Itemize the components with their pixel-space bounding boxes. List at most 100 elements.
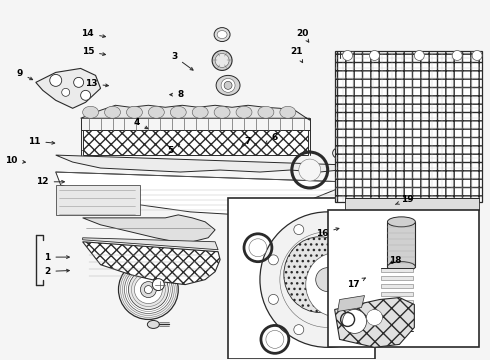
- Ellipse shape: [83, 106, 98, 118]
- Polygon shape: [56, 172, 349, 215]
- Bar: [228, 198, 375, 359]
- Polygon shape: [382, 307, 414, 311]
- Ellipse shape: [266, 330, 284, 348]
- Polygon shape: [382, 268, 414, 272]
- Ellipse shape: [333, 148, 343, 158]
- Text: 15: 15: [81, 47, 105, 56]
- Text: 21: 21: [290, 47, 303, 63]
- Ellipse shape: [388, 217, 416, 227]
- Text: 10: 10: [5, 156, 25, 165]
- Ellipse shape: [306, 253, 366, 316]
- Ellipse shape: [380, 275, 391, 285]
- Ellipse shape: [452, 50, 462, 60]
- Ellipse shape: [145, 285, 152, 293]
- Ellipse shape: [367, 312, 377, 322]
- Text: 4: 4: [133, 118, 148, 129]
- Text: 19: 19: [395, 195, 414, 204]
- Text: 8: 8: [170, 90, 184, 99]
- Polygon shape: [382, 276, 414, 280]
- Ellipse shape: [104, 106, 121, 118]
- Ellipse shape: [299, 159, 321, 181]
- Ellipse shape: [388, 262, 416, 272]
- Ellipse shape: [141, 282, 156, 298]
- Ellipse shape: [171, 106, 186, 118]
- Ellipse shape: [128, 270, 168, 310]
- Ellipse shape: [367, 310, 383, 325]
- Ellipse shape: [214, 28, 230, 41]
- Ellipse shape: [147, 320, 159, 328]
- Bar: [328, 210, 479, 347]
- Text: 5: 5: [168, 144, 180, 155]
- Polygon shape: [81, 105, 310, 120]
- Polygon shape: [56, 155, 349, 172]
- Polygon shape: [335, 298, 415, 347]
- Ellipse shape: [152, 279, 164, 291]
- Ellipse shape: [214, 106, 230, 118]
- Ellipse shape: [343, 310, 367, 333]
- Ellipse shape: [294, 225, 304, 235]
- Bar: [335, 50, 482, 202]
- Ellipse shape: [215, 54, 229, 67]
- Polygon shape: [382, 300, 414, 303]
- Ellipse shape: [148, 106, 164, 118]
- Ellipse shape: [343, 50, 353, 60]
- Text: 20: 20: [296, 29, 309, 42]
- Ellipse shape: [280, 106, 296, 118]
- Ellipse shape: [124, 266, 172, 314]
- Ellipse shape: [119, 260, 178, 319]
- Polygon shape: [382, 284, 414, 288]
- Ellipse shape: [333, 332, 343, 342]
- Ellipse shape: [126, 106, 143, 118]
- Text: 18: 18: [389, 256, 402, 265]
- Text: 7: 7: [242, 137, 250, 147]
- Text: 16: 16: [316, 228, 339, 238]
- Polygon shape: [431, 178, 477, 238]
- Ellipse shape: [333, 218, 343, 228]
- Text: 11: 11: [28, 137, 55, 146]
- Polygon shape: [83, 238, 218, 250]
- Polygon shape: [83, 242, 220, 285]
- Polygon shape: [382, 315, 414, 319]
- Ellipse shape: [367, 238, 377, 247]
- Polygon shape: [344, 198, 479, 210]
- Ellipse shape: [192, 106, 208, 118]
- Text: 14: 14: [81, 29, 105, 38]
- Text: 13: 13: [85, 80, 108, 89]
- Ellipse shape: [224, 81, 232, 89]
- Ellipse shape: [369, 50, 379, 60]
- Polygon shape: [83, 215, 215, 242]
- Ellipse shape: [212, 50, 232, 71]
- Bar: [388, 222, 416, 267]
- Ellipse shape: [134, 276, 162, 303]
- Ellipse shape: [236, 106, 252, 118]
- Ellipse shape: [74, 77, 84, 87]
- Ellipse shape: [62, 88, 70, 96]
- Polygon shape: [338, 296, 365, 311]
- Polygon shape: [392, 182, 437, 240]
- Ellipse shape: [269, 255, 278, 265]
- Ellipse shape: [269, 294, 278, 304]
- Text: 17: 17: [347, 278, 365, 289]
- Polygon shape: [36, 68, 100, 108]
- Text: 2: 2: [44, 267, 69, 276]
- Polygon shape: [382, 323, 414, 328]
- Polygon shape: [56, 185, 141, 215]
- Ellipse shape: [316, 268, 340, 292]
- Text: 12: 12: [36, 177, 65, 186]
- Polygon shape: [83, 130, 308, 155]
- Ellipse shape: [258, 106, 274, 118]
- Ellipse shape: [260, 212, 395, 347]
- Ellipse shape: [284, 237, 356, 312]
- Ellipse shape: [221, 78, 235, 92]
- Text: 3: 3: [171, 52, 193, 70]
- Ellipse shape: [216, 75, 240, 95]
- Ellipse shape: [415, 50, 424, 60]
- Ellipse shape: [472, 50, 482, 60]
- Polygon shape: [382, 292, 414, 296]
- Ellipse shape: [249, 239, 267, 257]
- Text: 6: 6: [266, 133, 277, 144]
- Ellipse shape: [294, 325, 304, 335]
- Ellipse shape: [81, 90, 91, 100]
- Ellipse shape: [50, 75, 62, 86]
- Text: 1: 1: [44, 253, 69, 262]
